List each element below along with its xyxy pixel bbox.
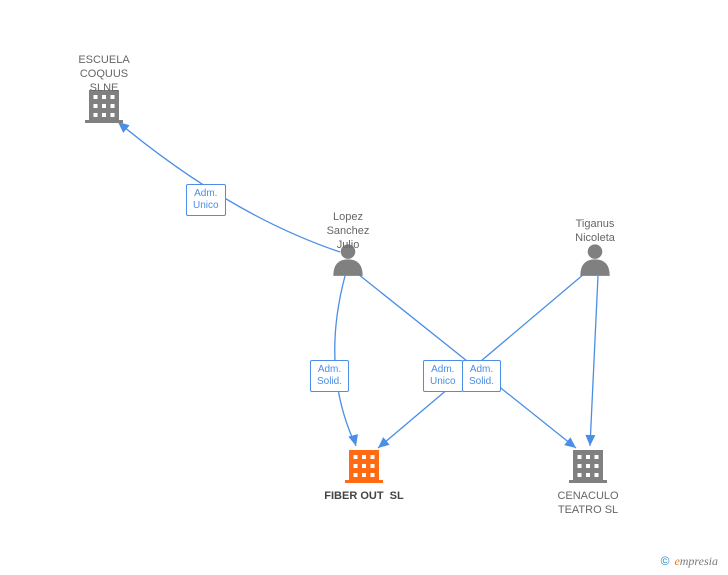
node-label-lopez: Lopez Sanchez Julio [288, 211, 408, 252]
edge-label-lopez-fiberout: Adm. Solid. [310, 360, 349, 392]
footer-attribution: © empresia [661, 554, 718, 569]
copyright-symbol: © [661, 554, 670, 568]
building-icon-fiberout [345, 450, 383, 483]
node-label-escuela: ESCUELA COQUUS SLNE [44, 54, 164, 95]
building-icon-cenaculo [569, 450, 607, 483]
node-label-tiganus: Tiganus Nicoleta [535, 218, 655, 246]
brand-rest: mpresia [680, 554, 718, 568]
edge-label-lopez-cenaculo: Adm. Unico [423, 360, 463, 392]
node-label-fiberout: FIBER OUT SL [304, 490, 424, 504]
edge-label-tiganus-fiberout: Adm. Solid. [462, 360, 501, 392]
person-icon-tiganus [580, 244, 609, 276]
node-label-cenaculo: CENACULO TEATRO SL [528, 490, 648, 518]
edge-label-lopez-escuela: Adm. Unico [186, 184, 226, 216]
edge-tiganus-cenaculo [590, 276, 598, 446]
